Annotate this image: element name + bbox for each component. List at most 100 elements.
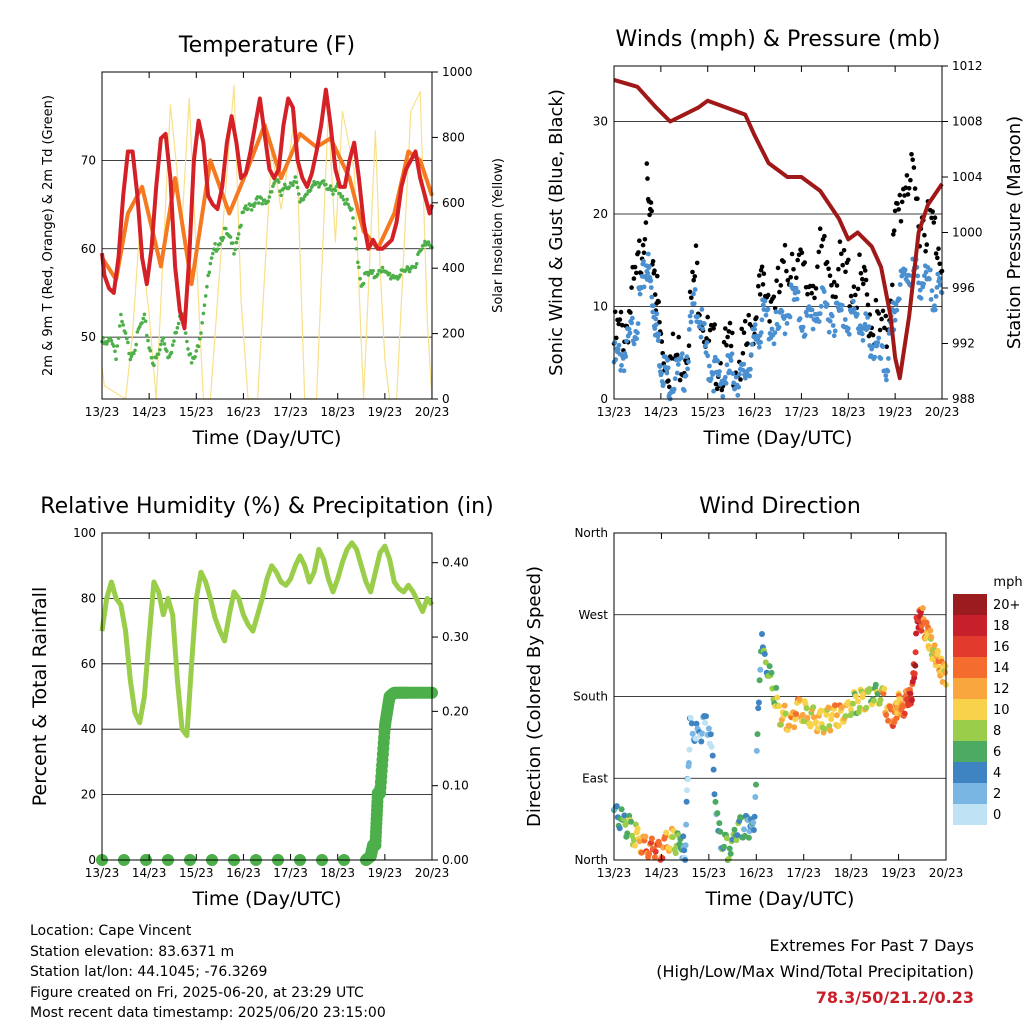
dewpoint-point: [188, 352, 193, 356]
gust-point: [632, 264, 638, 270]
gust-point: [895, 201, 900, 206]
wind-point: [716, 372, 721, 378]
dewpoint-point: [142, 312, 147, 317]
dewpoint-point: [233, 247, 237, 252]
direction-point: [712, 798, 719, 805]
direction-point: [759, 631, 765, 637]
dewpoint-point: [115, 344, 120, 348]
wind-point: [787, 314, 793, 320]
x-tick-label: 14/23: [644, 866, 679, 880]
wind-point: [661, 381, 666, 387]
direction-point: [792, 716, 799, 723]
gust-point: [910, 157, 915, 162]
dewpoint-point: [333, 188, 338, 193]
direction-point: [901, 710, 908, 717]
wind-point: [717, 369, 722, 374]
dewpoint-point: [116, 336, 121, 340]
gust-point: [812, 295, 817, 301]
direction-point: [680, 833, 687, 840]
gust-point: [686, 343, 692, 349]
direction-point: [786, 722, 793, 729]
dewpoint-point: [236, 232, 241, 236]
direction-point: [817, 707, 824, 714]
dewpoint-point: [135, 330, 140, 334]
direction-point: [919, 605, 926, 612]
wind-point: [862, 321, 868, 327]
x-tick-label: 16/23: [226, 866, 261, 880]
direction-point: [923, 619, 930, 626]
y-tick-label: South: [573, 690, 608, 704]
gust-point: [833, 294, 838, 300]
gust-point: [848, 293, 854, 299]
dewpoint-point: [354, 247, 359, 251]
dewpoint-point: [371, 269, 375, 273]
gust-point: [857, 252, 862, 257]
direction-point: [768, 669, 775, 676]
wind-point: [681, 388, 687, 393]
gust-point: [687, 289, 693, 295]
dewpoint-point: [350, 207, 354, 211]
direction-point: [631, 842, 638, 849]
gust-point: [784, 268, 789, 274]
wind-point: [695, 314, 701, 320]
direction-point: [750, 819, 757, 826]
dewpoint-point: [398, 273, 403, 277]
gust-point: [873, 297, 879, 303]
direction-point: [721, 843, 727, 850]
y-tick-label: 0: [600, 392, 608, 406]
wind-point: [866, 324, 872, 330]
x-tick-label: 18/23: [320, 866, 355, 880]
gust-point: [757, 273, 762, 278]
direction-point: [911, 670, 918, 677]
dewpoint-point: [129, 354, 134, 359]
direction-point: [912, 649, 919, 656]
direction-point: [776, 703, 783, 710]
gust-point: [815, 264, 820, 270]
dewpoint-point: [140, 321, 144, 325]
gust-point: [936, 246, 941, 251]
gust-point: [826, 266, 831, 272]
direction-point: [755, 705, 762, 712]
direction-point: [686, 746, 693, 753]
plot-frame: [613, 65, 943, 400]
y2-tick-label: 0.30: [442, 630, 469, 644]
gust-point: [813, 286, 819, 291]
wind-point: [626, 326, 632, 332]
wind-point: [655, 338, 661, 343]
chart-title: Wind Direction: [699, 494, 861, 519]
gust-point: [899, 199, 905, 205]
direction-point: [683, 821, 690, 828]
x-axis-label: Time (Day/UTC): [192, 427, 342, 449]
gust-point: [929, 215, 934, 221]
wind-point: [937, 282, 943, 288]
gust-point: [619, 322, 625, 328]
wind-point: [896, 296, 902, 302]
direction-point: [683, 798, 690, 805]
wind-point: [729, 351, 735, 357]
wind-point: [656, 331, 662, 337]
dewpoint-point: [272, 181, 276, 186]
dewpoint-point: [232, 252, 236, 256]
dewpoint-point: [259, 196, 263, 200]
wind-point: [860, 338, 866, 343]
direction-point: [669, 834, 676, 841]
y-tick-label: 30: [593, 115, 608, 129]
dewpoint-point: [321, 179, 326, 183]
gust-point: [862, 268, 868, 273]
y-tick-label: 40: [81, 722, 96, 736]
x-tick-label: 19/23: [368, 866, 403, 880]
x-tick-label: 14/23: [132, 405, 167, 419]
wind-point: [817, 311, 823, 316]
x-tick-label: 13/23: [597, 866, 632, 880]
y2-tick-label: 0.10: [442, 779, 469, 793]
gust-point: [756, 283, 761, 289]
wind-point: [645, 270, 651, 276]
gust-point: [909, 152, 914, 157]
wind-point: [756, 344, 762, 350]
gust-point: [730, 330, 735, 336]
direction-point: [942, 669, 949, 676]
wind-point: [665, 365, 671, 371]
x-tick-label: 19/23: [878, 405, 913, 419]
direction-point: [832, 702, 838, 709]
gust-point: [805, 291, 810, 297]
